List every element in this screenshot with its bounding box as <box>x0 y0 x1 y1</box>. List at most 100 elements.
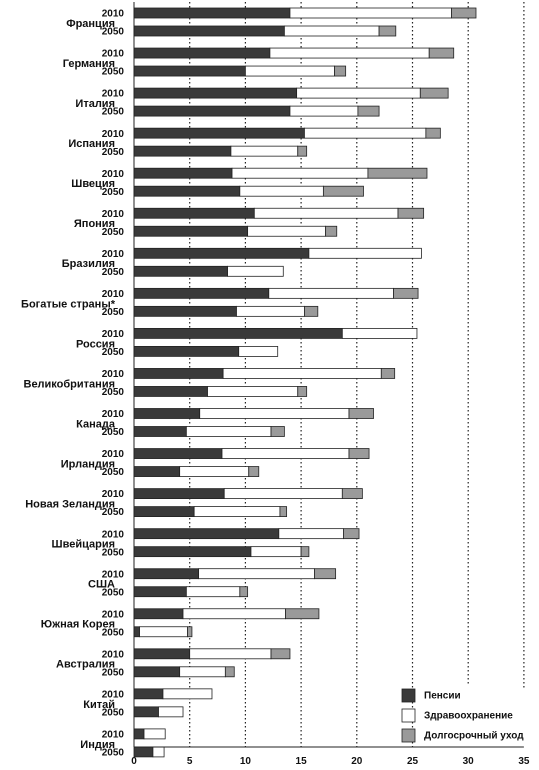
bar-segment-healthcare <box>308 247 422 259</box>
bar-segment-healthcare <box>268 287 394 299</box>
bars <box>133 7 477 758</box>
bar-segment-pensions <box>133 728 145 740</box>
year-label: 2010 <box>102 49 125 60</box>
bar-segment-long-term-care <box>380 368 396 379</box>
bar-segment-healthcare <box>179 466 250 477</box>
bar-segment-healthcare <box>289 105 359 117</box>
year-label: 2010 <box>102 449 125 460</box>
year-label: 2050 <box>102 707 125 718</box>
country-label: Швеция <box>71 178 115 190</box>
bar-segment-long-term-care <box>428 47 455 59</box>
bar-segment-healthcare <box>179 666 226 678</box>
x-tick-label: 0 <box>131 756 137 767</box>
bar-segment-healthcare <box>304 127 427 139</box>
bar-segment-pensions <box>133 345 240 357</box>
country-label: Япония <box>74 218 115 230</box>
bar-segment-pensions <box>133 648 191 660</box>
country-label: США <box>88 579 115 591</box>
bar-segment-pensions <box>133 586 187 598</box>
country-label: Южная Корея <box>41 619 115 631</box>
bar-segment-healthcare <box>253 207 399 219</box>
bar-segment-long-term-care <box>393 287 419 299</box>
year-label: 2010 <box>102 89 125 100</box>
bar-segment-long-term-care <box>397 207 425 219</box>
bar-segment-long-term-care <box>451 7 477 19</box>
bar-segment-pensions <box>133 247 310 259</box>
year-label: 2050 <box>102 467 125 478</box>
bar-segment-pensions <box>133 65 246 77</box>
year-label: 2010 <box>102 9 125 20</box>
country-label: Канада <box>76 418 116 430</box>
bar-segment-pensions <box>133 546 252 558</box>
year-label: 2050 <box>102 627 125 638</box>
bar-segment-healthcare <box>341 327 418 339</box>
year-label: 2050 <box>102 507 125 518</box>
country-label: Испания <box>68 138 115 150</box>
row-labels: Франция20102050Германия20102050Италия201… <box>21 9 124 759</box>
year-label: 2010 <box>102 129 125 140</box>
year-label: 2010 <box>102 730 125 741</box>
bar-segment-healthcare <box>289 7 452 19</box>
year-label: 2050 <box>102 667 125 678</box>
bar-segment-long-term-care <box>419 87 449 99</box>
bar-segment-pensions <box>133 7 291 19</box>
country-label: Новая Зеландия <box>25 499 115 511</box>
bar-segment-pensions <box>133 426 187 437</box>
bar-segment-pensions <box>133 185 241 197</box>
country-label: Германия <box>63 58 115 70</box>
bar-segment-pensions <box>133 506 195 518</box>
bar-segment-long-term-care <box>270 426 285 437</box>
bar-segment-healthcare <box>199 408 350 419</box>
bar-segment-healthcare <box>296 87 421 99</box>
bar-segment-pensions <box>133 327 343 339</box>
bar-segment-healthcare <box>236 305 305 317</box>
legend-label: Пенсии <box>424 691 461 702</box>
legend-swatch <box>401 688 416 703</box>
bar-segment-pensions <box>133 127 305 139</box>
bar-segment-healthcare <box>239 185 324 197</box>
bar-segment-pensions <box>133 207 255 219</box>
bar-segment-pensions <box>133 608 184 620</box>
bar-segment-long-term-care <box>300 546 310 558</box>
bar-segment-healthcare <box>185 426 272 437</box>
year-label: 2010 <box>102 489 125 500</box>
year-label: 2050 <box>102 187 125 198</box>
country-label: Италия <box>75 98 115 110</box>
country-label: Швейцария <box>52 539 115 551</box>
year-label: 2050 <box>102 427 125 438</box>
bar-segment-healthcare <box>283 25 380 37</box>
bar-segment-healthcare <box>278 528 344 540</box>
bar-segment-long-term-care <box>224 666 235 678</box>
bar-segment-healthcare <box>207 386 299 397</box>
bar-segment-long-term-care <box>297 145 308 157</box>
x-tick-label: 5 <box>187 756 193 767</box>
bar-segment-long-term-care <box>270 648 291 660</box>
bar-segment-long-term-care <box>378 25 397 37</box>
bar-segment-long-term-care <box>348 448 370 459</box>
bar-segment-pensions <box>133 145 232 157</box>
year-label: 2010 <box>102 289 125 300</box>
bar-segment-long-term-care <box>248 466 260 477</box>
bar-segment-pensions <box>133 568 200 580</box>
bar-segment-pensions <box>133 626 140 638</box>
bar-segment-pensions <box>133 287 270 299</box>
year-label: 2050 <box>102 227 125 238</box>
bar-segment-pensions <box>133 466 181 477</box>
bar-segment-pensions <box>133 225 249 237</box>
year-label: 2050 <box>102 267 125 278</box>
bar-segment-pensions <box>133 488 225 500</box>
bar-segment-pensions <box>133 688 164 700</box>
bar-segment-pensions <box>133 305 237 317</box>
bar-segment-pensions <box>133 528 280 540</box>
year-label: 2050 <box>102 748 125 759</box>
year-label: 2010 <box>102 569 125 580</box>
year-label: 2010 <box>102 329 125 340</box>
bar-segment-healthcare <box>152 746 165 758</box>
bar-segment-pensions <box>133 47 271 59</box>
legend-long-term-care: Долгосрочный уход <box>401 728 524 743</box>
year-label: 2050 <box>102 387 125 398</box>
x-tick-label: 25 <box>407 756 419 767</box>
legend-healthcare: Здравоохранение <box>401 708 513 723</box>
bar-segment-long-term-care <box>285 608 320 620</box>
